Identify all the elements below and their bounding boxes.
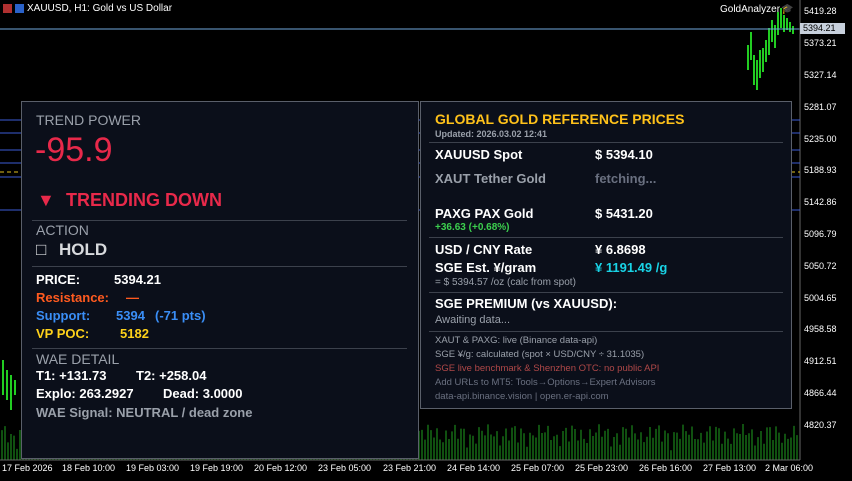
time-axis-label: 19 Feb 19:00 [190,463,244,473]
time-axis-label: 27 Feb 13:00 [703,463,757,473]
wae-detail-label: WAE DETAIL [36,351,120,367]
time-axis-label: 18 Feb 10:00 [62,463,116,473]
time-axis-label: 19 Feb 03:00 [126,463,180,473]
premium-value: Awaiting data... [435,314,511,326]
note-instructions: Add URLs to MT5: Tools→Options→Expert Ad… [435,377,656,388]
wae-dead: Dead: 3.0000 [163,386,243,401]
xaut-label: XAUT Tether Gold [435,171,546,186]
support-delta: (-71 pts) [155,308,206,323]
price-axis-label: 5327.14 [804,70,837,80]
time-axis-label: 17 Feb 2026 [2,463,53,473]
premium-label: SGE PREMIUM (vs XAUUSD): [435,296,618,311]
price-axis-label: 5235.00 [804,134,837,144]
note-warning: SGE live benchmark & Shenzhen OTC: no pu… [435,363,660,374]
usdcny-value: ¥ 6.8698 [595,242,646,257]
price-label: PRICE: [36,272,81,287]
price-axis-label: 5004.65 [804,293,837,303]
time-axis-label: 24 Feb 14:00 [447,463,501,473]
price-axis-label: 5050.72 [804,261,837,271]
action-value: HOLD [59,240,108,259]
hold-icon: □ [36,240,47,259]
action-label: ACTION [36,222,89,238]
reference-heading: GLOBAL GOLD REFERENCE PRICES [435,111,685,127]
wae-t1: T1: +131.73 [36,368,107,383]
trend-power-value: -95.9 [35,131,113,169]
resistance-label: Resistance: [36,290,109,305]
price-axis-label: 5419.28 [804,6,837,16]
support-label: Support: [36,308,91,323]
chart-title-text: XAUUSD, H1: Gold vs US Dollar [27,3,173,14]
price-axis-label: 5281.07 [804,102,837,112]
reference-prices-panel: GLOBAL GOLD REFERENCE PRICES Updated: 20… [420,101,792,409]
vp-poc-value: 5182 [120,326,149,341]
wae-explo: Explo: 263.2927 [36,386,134,401]
time-axis-label: 25 Feb 23:00 [575,463,629,473]
trend-state: TRENDING DOWN [66,190,222,210]
updated-timestamp: Updated: 2026.03.02 12:41 [435,129,548,139]
chart-mode-icon [15,4,24,13]
price-axis-label: 5188.93 [804,165,837,175]
price-axis-label: 4866.44 [804,388,837,398]
time-axis-label: 2 Mar 06:00 [765,463,814,473]
price-axis-label: 4820.37 [804,420,837,430]
trend-panel: TREND POWER -95.9 ▼ TRENDING DOWN ACTION… [21,101,419,459]
resistance-value: — [126,290,139,305]
price-axis-label: 4912.51 [804,356,837,366]
price-axis-label: 5096.79 [804,229,837,239]
note-live: XAUT & PAXG: live (Binance data-api) [435,335,598,346]
sge-label: SGE Est. ¥/gram [435,260,537,275]
vp-poc-label: VP POC: [36,326,90,341]
paxg-value: $ 5431.20 [595,206,653,221]
graduation-cap-icon: 🎓 [781,4,794,15]
sge-value: ¥ 1191.49 /g [595,260,668,275]
indicator-name: GoldAnalyzer [720,4,781,15]
xauusd-value: $ 5394.10 [595,147,653,162]
time-axis-label: 23 Feb 05:00 [318,463,372,473]
time-axis-label: 23 Feb 21:00 [383,463,437,473]
chart-title: XAUUSD, H1: Gold vs US Dollar [3,3,172,14]
time-axis-label: 25 Feb 07:00 [511,463,565,473]
down-arrow-icon: ▼ [37,190,55,210]
price-axis-label: 5142.86 [804,197,837,207]
current-price-tag: 5394.21 [800,23,845,34]
price-value: 5394.21 [114,272,161,287]
paxg-change: +36.63 (+0.68%) [435,222,510,233]
time-axis-label: 26 Feb 16:00 [639,463,693,473]
xaut-value: fetching... [595,171,657,186]
usdcny-label: USD / CNY Rate [435,242,533,257]
sge-note: = $ 5394.57 /oz (calc from spot) [435,277,576,288]
price-axis-label: 4958.58 [804,324,837,334]
note-urls: data-api.binance.vision | open.er-api.co… [435,391,609,402]
paxg-label: PAXG PAX Gold [435,206,534,221]
symbol-icon [3,4,12,13]
xauusd-label: XAUUSD Spot [435,147,523,162]
note-calculated: SGE ¥/g: calculated (spot × USD/CNY ÷ 31… [435,349,645,360]
support-value: 5394 [116,308,145,323]
price-axis-label: 5373.21 [804,38,837,48]
wae-signal: WAE Signal: NEUTRAL / dead zone [36,405,253,420]
wae-t2: T2: +258.04 [136,368,207,383]
time-axis-label: 20 Feb 12:00 [254,463,308,473]
trend-power-label: TREND POWER [36,112,141,128]
